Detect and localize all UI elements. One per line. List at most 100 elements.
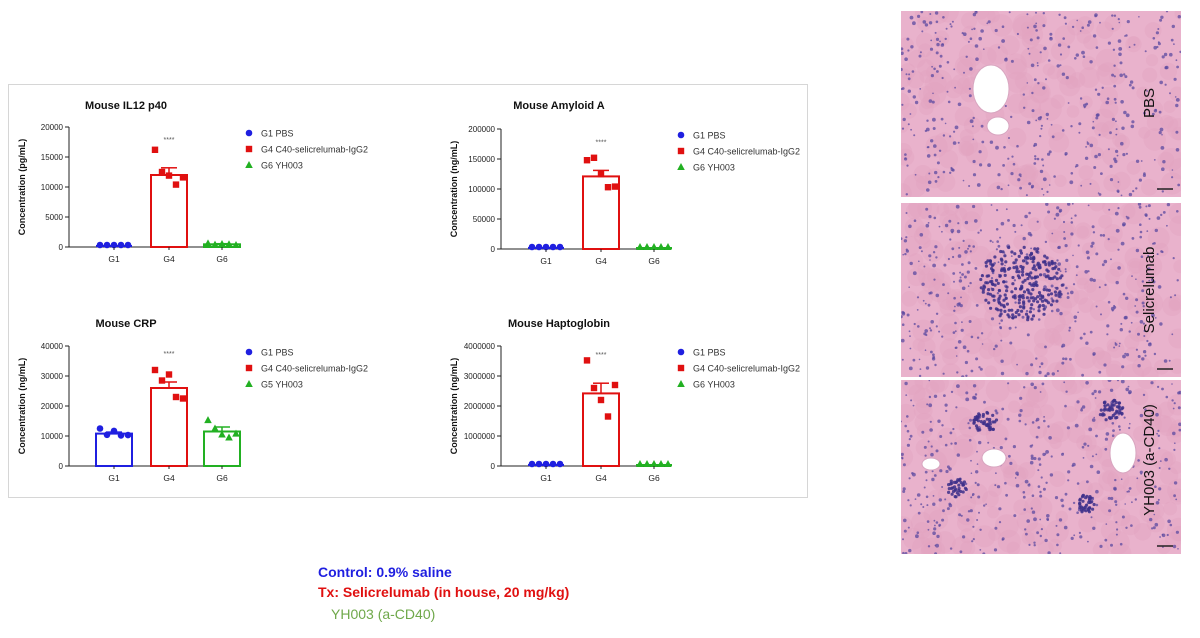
cell xyxy=(908,203,932,220)
inflammatory-cell xyxy=(1078,497,1082,501)
nucleus xyxy=(1147,267,1151,271)
nucleus xyxy=(1129,80,1134,84)
nucleus xyxy=(1121,515,1125,519)
cell xyxy=(908,384,926,402)
nucleus xyxy=(1114,343,1118,346)
cell xyxy=(969,317,993,341)
nucleus xyxy=(995,411,999,415)
nucleus xyxy=(968,94,972,98)
nucleus xyxy=(1035,29,1038,32)
nucleus xyxy=(1094,397,1097,399)
nucleus xyxy=(902,463,906,467)
inflammatory-cell xyxy=(1021,273,1025,277)
cell xyxy=(1087,482,1104,499)
nucleus xyxy=(1128,192,1133,197)
nucleus xyxy=(1011,155,1014,158)
cell xyxy=(1064,380,1085,395)
inflammatory-cell xyxy=(1121,406,1125,410)
nucleus xyxy=(1071,464,1074,467)
cell xyxy=(904,217,925,238)
nucleus xyxy=(1085,250,1090,255)
nucleus xyxy=(1153,45,1157,50)
data-point xyxy=(204,416,212,424)
inflammatory-cell xyxy=(1034,297,1038,301)
nucleus xyxy=(1012,162,1016,166)
cell xyxy=(912,536,934,554)
nucleus xyxy=(1019,396,1023,400)
nucleus xyxy=(947,292,950,295)
nucleus xyxy=(1159,18,1163,22)
inflammatory-cell xyxy=(1034,280,1038,284)
nucleus xyxy=(981,343,984,345)
inflammatory-cell xyxy=(1114,400,1118,405)
inflammatory-cell xyxy=(1026,288,1030,292)
nucleus xyxy=(909,15,914,20)
nucleus xyxy=(949,23,952,26)
nucleus xyxy=(1030,454,1034,458)
inflammatory-cell xyxy=(1011,316,1015,320)
nucleus xyxy=(1110,543,1113,547)
inflammatory-cell xyxy=(1117,401,1121,405)
nucleus xyxy=(1067,203,1071,206)
cell xyxy=(905,203,923,220)
nucleus xyxy=(989,140,994,144)
cell xyxy=(1168,423,1181,438)
y-tick-label: 200000 xyxy=(468,125,495,134)
inflammatory-cell xyxy=(1013,294,1017,298)
nucleus xyxy=(1047,210,1051,214)
nucleus xyxy=(955,346,958,349)
nucleus xyxy=(1124,503,1126,505)
nucleus xyxy=(942,170,946,174)
cell xyxy=(1169,358,1181,374)
nucleus xyxy=(930,445,933,448)
nucleus xyxy=(1087,540,1089,543)
nucleus xyxy=(1121,365,1125,369)
nucleus xyxy=(1141,280,1144,283)
cell xyxy=(1171,526,1181,542)
nucleus xyxy=(919,233,924,237)
cell xyxy=(1127,36,1140,49)
nucleus xyxy=(1005,280,1008,284)
cell xyxy=(962,238,975,251)
nucleus xyxy=(934,31,937,34)
nucleus xyxy=(1154,485,1157,488)
nucleus xyxy=(1025,371,1029,376)
nucleus xyxy=(1067,470,1071,474)
nucleus xyxy=(902,487,906,491)
nucleus xyxy=(1026,13,1029,16)
inflammatory-cell xyxy=(1041,303,1045,308)
cell xyxy=(1102,380,1122,391)
nucleus xyxy=(1036,157,1040,161)
cell xyxy=(987,342,1003,358)
cell xyxy=(1006,541,1021,554)
cell xyxy=(939,209,959,229)
nucleus xyxy=(905,236,908,239)
nucleus xyxy=(908,330,911,333)
inflammatory-cell xyxy=(1021,280,1025,284)
inflammatory-cell xyxy=(1004,296,1008,300)
nucleus xyxy=(1147,342,1152,347)
nucleus xyxy=(972,245,975,248)
y-tick-label: 5000 xyxy=(45,213,63,222)
nucleus xyxy=(976,463,979,465)
cell xyxy=(1142,67,1158,83)
tissue-background xyxy=(901,203,1181,377)
nucleus xyxy=(1095,489,1099,494)
nucleus xyxy=(1117,190,1120,193)
cell xyxy=(923,505,942,524)
nucleus xyxy=(930,320,934,324)
nucleus xyxy=(1143,335,1146,337)
nucleus xyxy=(1027,483,1031,487)
nucleus xyxy=(1157,285,1162,289)
cell xyxy=(1021,364,1035,377)
cell xyxy=(985,380,1010,403)
inflammatory-cell xyxy=(988,417,992,422)
nucleus xyxy=(901,103,904,106)
nucleus xyxy=(1095,434,1098,438)
nucleus xyxy=(1008,454,1011,458)
inflammatory-cell xyxy=(1036,247,1040,251)
cell xyxy=(1029,421,1047,439)
cell xyxy=(994,514,1019,538)
chart-title: Mouse IL12 p40 xyxy=(85,100,167,112)
inflammatory-cell xyxy=(987,274,991,278)
